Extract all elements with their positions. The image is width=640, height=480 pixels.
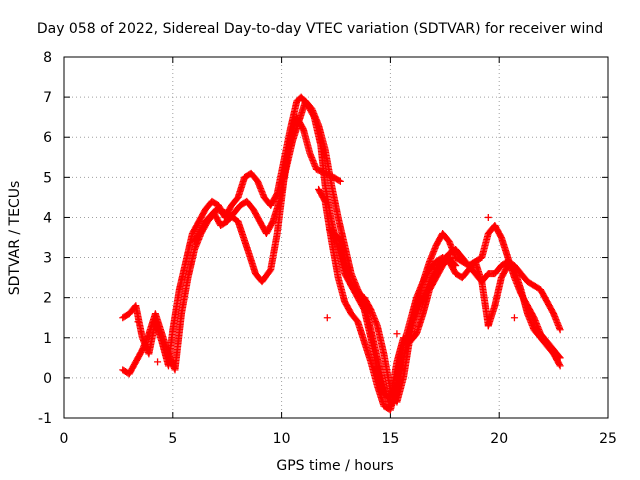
y-tick-label: 7 [43, 90, 52, 106]
y-tick-label: 5 [43, 170, 52, 186]
axis-ticks: 0 5 10 15 20 25 -1 0 1 2 3 4 5 6 7 8 [38, 50, 617, 447]
series-track-4 [315, 185, 564, 414]
data-point [154, 358, 162, 366]
y-tick-label: 1 [43, 331, 52, 347]
data-point [484, 213, 492, 221]
y-tick-label: 4 [43, 210, 52, 226]
chart-title: Day 058 of 2022, Sidereal Day-to-day VTE… [37, 21, 603, 37]
y-tick-label: 0 [43, 371, 52, 387]
y-tick-label: 3 [43, 251, 52, 267]
data-points [119, 93, 564, 414]
x-tick-label: 20 [490, 431, 508, 447]
x-axis-label: GPS time / hours [276, 458, 393, 474]
x-tick-label: 5 [168, 431, 177, 447]
series-track-5 [325, 225, 460, 402]
data-point [451, 260, 459, 268]
x-tick-label: 0 [60, 431, 69, 447]
data-point [323, 314, 331, 322]
data-point [484, 322, 492, 330]
series-isolated [134, 213, 540, 366]
x-tick-label: 25 [599, 431, 617, 447]
y-tick-label: 2 [43, 291, 52, 307]
data-point [336, 177, 344, 185]
series-track-3 [191, 113, 344, 286]
x-tick-label: 15 [381, 431, 399, 447]
y-tick-label: 6 [43, 130, 52, 146]
data-point [555, 361, 563, 369]
data-point [134, 318, 142, 326]
y-tick-label: 8 [43, 50, 52, 66]
data-point [532, 326, 540, 334]
data-point [510, 314, 518, 322]
data-point [556, 362, 564, 370]
data-point [452, 262, 460, 270]
x-tick-label: 10 [273, 431, 291, 447]
data-point [335, 177, 343, 185]
data-point [393, 330, 401, 338]
plot-frame [63, 56, 609, 419]
y-tick-label: -1 [38, 411, 52, 427]
y-axis-label: SDTVAR / TECUs [7, 181, 23, 296]
data-point [556, 326, 564, 334]
